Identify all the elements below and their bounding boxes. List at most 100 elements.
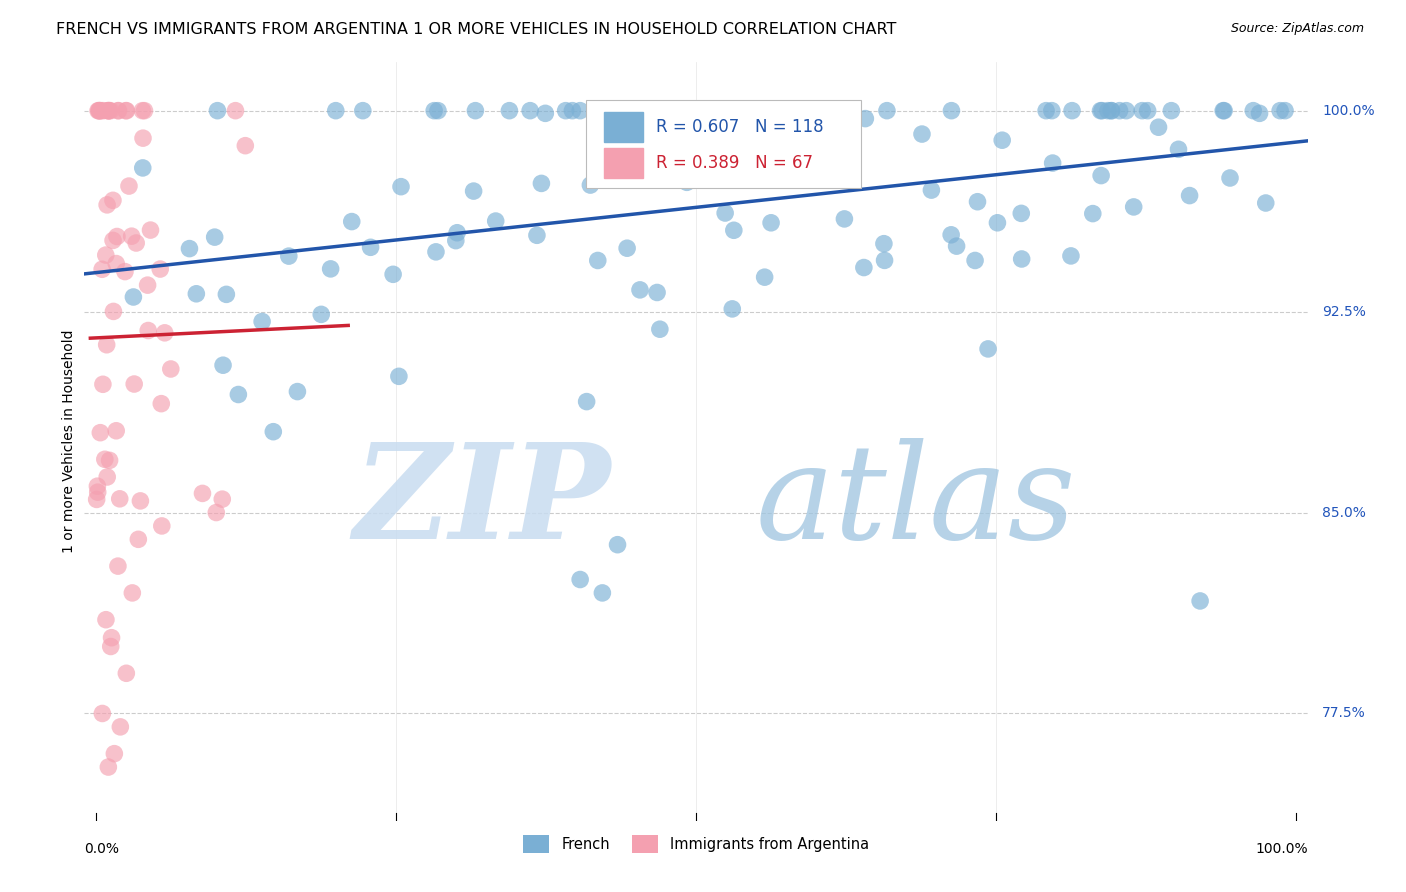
Point <box>103 747 125 761</box>
Point <box>1122 200 1144 214</box>
Point <box>91 262 114 277</box>
Point <box>748 103 770 118</box>
Point <box>121 586 143 600</box>
Point <box>852 260 875 275</box>
Text: FRENCH VS IMMIGRANTS FROM ARGENTINA 1 OR MORE VEHICLES IN HOUSEHOLD CORRELATION : FRENCH VS IMMIGRANTS FROM ARGENTINA 1 OR… <box>56 22 897 37</box>
Bar <box>605 112 644 142</box>
Point <box>591 586 613 600</box>
Point <box>211 492 233 507</box>
Point <box>388 369 411 384</box>
Point <box>1115 103 1137 118</box>
Point <box>1189 594 1212 608</box>
Point <box>122 290 145 304</box>
Point <box>1268 103 1291 118</box>
Point <box>485 214 508 228</box>
Point <box>427 103 450 118</box>
Point <box>721 301 744 316</box>
Point <box>121 229 143 244</box>
Point <box>1274 103 1296 118</box>
Point <box>526 228 548 243</box>
Text: 92.5%: 92.5% <box>1322 304 1365 318</box>
Point <box>115 103 138 118</box>
Point <box>569 573 592 587</box>
Point <box>827 103 849 118</box>
Point <box>100 640 122 654</box>
Point <box>1136 103 1159 118</box>
Point <box>965 253 987 268</box>
Point <box>103 304 125 318</box>
Point <box>98 453 121 467</box>
Point <box>107 559 129 574</box>
Point <box>277 249 299 263</box>
Point <box>110 720 132 734</box>
Point <box>1108 103 1130 118</box>
Text: 77.5%: 77.5% <box>1322 706 1365 721</box>
Point <box>1042 156 1064 170</box>
Point <box>228 387 250 401</box>
Text: R = 0.389   N = 67: R = 0.389 N = 67 <box>655 154 813 172</box>
Point <box>1219 171 1241 186</box>
Point <box>100 103 122 118</box>
Point <box>86 492 108 507</box>
Point <box>224 103 246 118</box>
Point <box>136 278 159 293</box>
Point <box>340 214 363 228</box>
Point <box>796 169 818 184</box>
Point <box>131 103 153 118</box>
Point <box>759 216 782 230</box>
Point <box>1040 103 1063 118</box>
Point <box>139 223 162 237</box>
Point <box>212 358 235 372</box>
Point <box>1147 120 1170 135</box>
Point <box>498 103 520 118</box>
Point <box>87 103 110 118</box>
Point <box>96 337 118 351</box>
Text: 0.0%: 0.0% <box>84 842 120 856</box>
Point <box>621 103 644 118</box>
Point <box>352 103 374 118</box>
Point <box>100 631 122 645</box>
Point <box>1167 142 1189 156</box>
Point <box>775 103 797 118</box>
Point <box>941 103 963 118</box>
Bar <box>605 148 644 178</box>
Point <box>96 470 118 484</box>
Point <box>262 425 284 439</box>
Point <box>87 485 110 500</box>
Point <box>1010 206 1032 220</box>
Point <box>105 424 128 438</box>
Point <box>233 138 256 153</box>
Point <box>853 112 876 126</box>
Point <box>643 103 665 118</box>
Point <box>1081 206 1104 220</box>
Point <box>676 175 699 189</box>
Point <box>97 103 120 118</box>
Point <box>463 184 485 198</box>
Point <box>619 103 641 118</box>
Point <box>186 286 208 301</box>
Text: atlas: atlas <box>756 438 1077 566</box>
Point <box>250 314 273 328</box>
Y-axis label: 1 or more Vehicles in Household: 1 or more Vehicles in Household <box>62 330 76 553</box>
Point <box>876 103 898 118</box>
Point <box>382 268 405 282</box>
Point <box>94 452 117 467</box>
FancyBboxPatch shape <box>586 101 860 187</box>
Point <box>534 106 557 120</box>
Text: Source: ZipAtlas.com: Source: ZipAtlas.com <box>1230 22 1364 36</box>
Point <box>1101 103 1123 118</box>
Point <box>519 103 541 118</box>
Point <box>309 307 332 321</box>
Point <box>94 613 117 627</box>
Point <box>873 253 896 268</box>
Point <box>648 322 671 336</box>
Point <box>1060 103 1083 118</box>
Point <box>105 256 128 270</box>
Point <box>613 103 636 118</box>
Point <box>977 342 1000 356</box>
Point <box>939 227 962 242</box>
Point <box>98 103 121 118</box>
Point <box>1249 106 1271 120</box>
Text: ZIP: ZIP <box>353 438 610 566</box>
Point <box>205 506 228 520</box>
